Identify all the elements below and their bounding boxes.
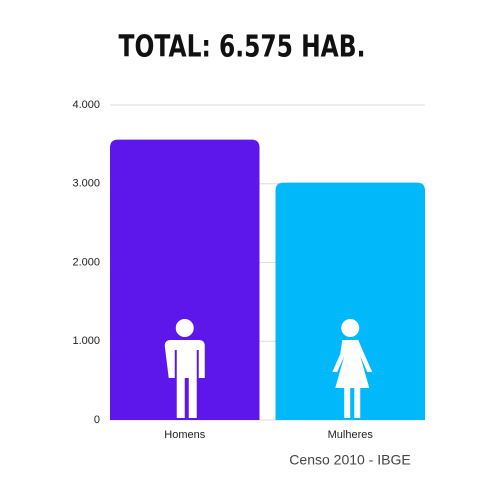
x-tick-label: Mulheres bbox=[328, 429, 374, 441]
y-tick-label: 3.000 bbox=[72, 178, 100, 190]
man-icon bbox=[164, 340, 205, 418]
bar bbox=[110, 139, 260, 420]
y-tick-label: 2.000 bbox=[72, 256, 100, 268]
source-note: Censo 2010 - IBGE bbox=[289, 452, 410, 468]
woman-icon bbox=[332, 340, 373, 418]
person-icon-head bbox=[341, 319, 360, 337]
bar bbox=[275, 182, 425, 420]
person-icon-head bbox=[175, 319, 194, 337]
y-tick-label: 4.000 bbox=[72, 99, 100, 111]
y-tick-label: 1.000 bbox=[72, 335, 100, 347]
y-tick-label: 0 bbox=[94, 414, 100, 426]
x-tick-label: Homens bbox=[164, 429, 205, 441]
chart-title: TOTAL: 6.575 HAB. bbox=[119, 30, 366, 65]
